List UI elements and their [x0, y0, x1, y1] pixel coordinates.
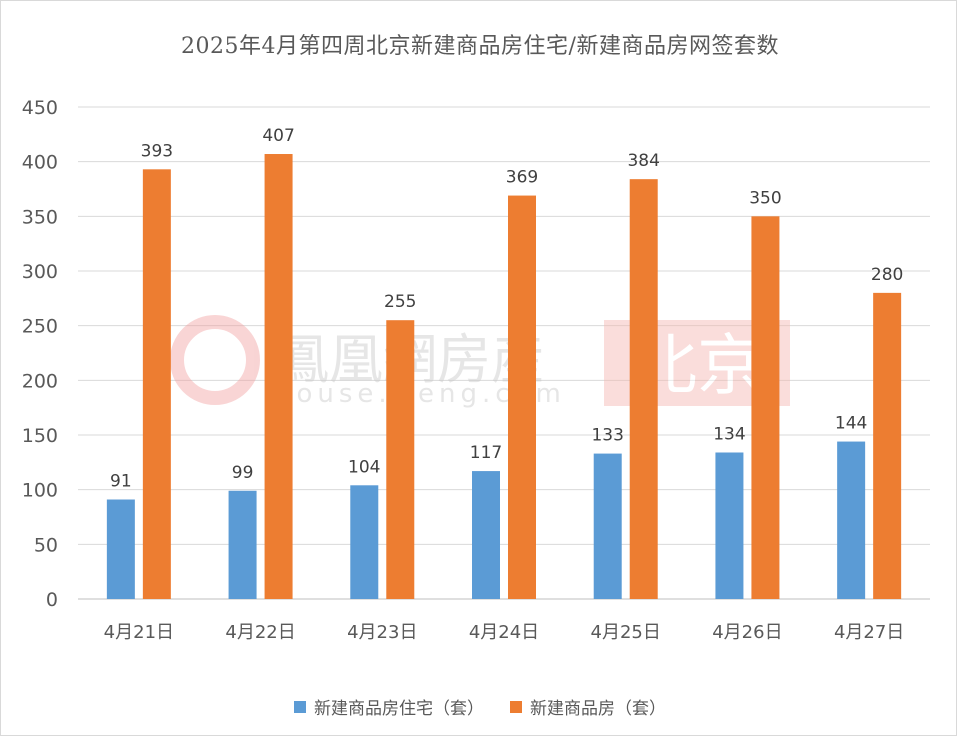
y-tick-label: 450: [22, 97, 58, 119]
bar: [629, 179, 658, 599]
bar: [350, 485, 379, 599]
y-tick-label: 100: [22, 480, 58, 502]
data-label: 133: [591, 426, 623, 446]
bar: [472, 471, 500, 599]
bar: [106, 499, 135, 599]
y-tick-label: 250: [22, 316, 58, 338]
bar: [837, 441, 866, 599]
legend-label: 新建商品房住宅（套）: [314, 699, 484, 719]
data-label: 407: [262, 126, 294, 146]
legend-swatch-blue: [294, 700, 306, 713]
x-tick-label: 4月23日: [347, 622, 417, 643]
data-label: 280: [871, 265, 903, 285]
y-tick-label: 350: [22, 206, 58, 228]
data-label: 350: [749, 188, 781, 208]
bar: [228, 490, 257, 599]
y-axis-ticks: 0 50 100 150 200 250 300 350 400 450: [22, 97, 58, 611]
data-label: 117: [470, 443, 502, 463]
x-tick-label: 4月21日: [104, 622, 174, 643]
bar: [264, 154, 293, 599]
bar: [873, 292, 902, 599]
bar: [593, 453, 622, 599]
x-tick-label: 4月22日: [225, 622, 295, 643]
data-label: 91: [110, 472, 132, 492]
y-tick-label: 300: [22, 261, 58, 283]
y-tick-label: 200: [22, 370, 58, 392]
bars: [106, 154, 902, 600]
data-label: 99: [232, 463, 254, 483]
y-tick-label: 0: [46, 589, 58, 611]
bar: [751, 216, 780, 600]
bar: [386, 320, 415, 599]
ifeng-logo-icon: [170, 315, 260, 405]
y-tick-label: 50: [34, 534, 58, 556]
legend: 新建商品房住宅（套） 新建商品房（套）: [0, 694, 960, 719]
x-tick-label: 4月26日: [712, 622, 782, 643]
x-tick-label: 4月25日: [591, 622, 661, 643]
data-label: 369: [506, 168, 538, 188]
y-tick-label: 400: [22, 152, 58, 174]
bar: [142, 169, 171, 599]
gridlines: [78, 106, 930, 600]
legend-swatch-orange: [510, 700, 522, 713]
data-label: 144: [835, 414, 867, 434]
data-label: 134: [713, 424, 745, 444]
data-label: 393: [141, 141, 173, 161]
data-label: 104: [348, 457, 380, 477]
bar: [715, 452, 744, 599]
x-tick-label: 4月24日: [469, 622, 539, 643]
data-labels: 91 393 99 407 104 255 117 369 133 384 134 350 144 280: [110, 126, 903, 491]
bar: [508, 195, 536, 599]
x-tick-label: 4月27日: [834, 622, 904, 643]
legend-item-total: 新建商品房（套）: [510, 694, 666, 719]
legend-item-residential: 新建商品房住宅（套）: [294, 694, 484, 719]
data-label: 255: [384, 292, 416, 312]
chart-title: 2025年4月第四周北京新建商品房住宅/新建商品房网签套数: [181, 34, 779, 59]
y-tick-label: 150: [22, 425, 58, 447]
x-axis-labels: 4月21日 4月22日 4月23日 4月24日 4月25日 4月26日 4月27日: [104, 622, 905, 643]
legend-label: 新建商品房（套）: [530, 699, 666, 719]
data-label: 384: [627, 151, 659, 171]
